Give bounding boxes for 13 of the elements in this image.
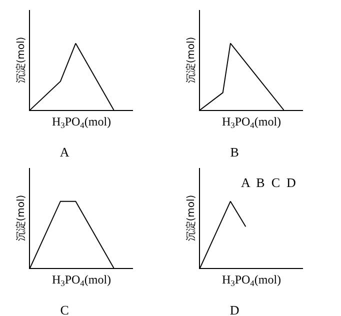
x-axis-title: H$_{3}$PO$_{4}$(mol) <box>52 272 112 288</box>
x-axis-title: H$_{3}$PO$_{4}$(mol) <box>52 114 112 130</box>
text: B <box>230 144 240 160</box>
y-axis-title: 沉淀(mol) <box>185 36 197 84</box>
text: C <box>60 302 69 316</box>
text: A <box>60 144 70 160</box>
x-axis-title: H$_{3}$PO$_{4}$(mol) <box>222 114 282 130</box>
text: D <box>230 302 240 316</box>
y-axis-title: 沉淀(mol) <box>185 194 197 242</box>
x-axis-title: H$_{3}$PO$_{4}$(mol) <box>222 272 282 288</box>
text: A B C D <box>241 175 296 190</box>
y-axis-title: 沉淀(mol) <box>15 194 27 242</box>
y-axis-title: 沉淀(mol) <box>15 36 27 84</box>
